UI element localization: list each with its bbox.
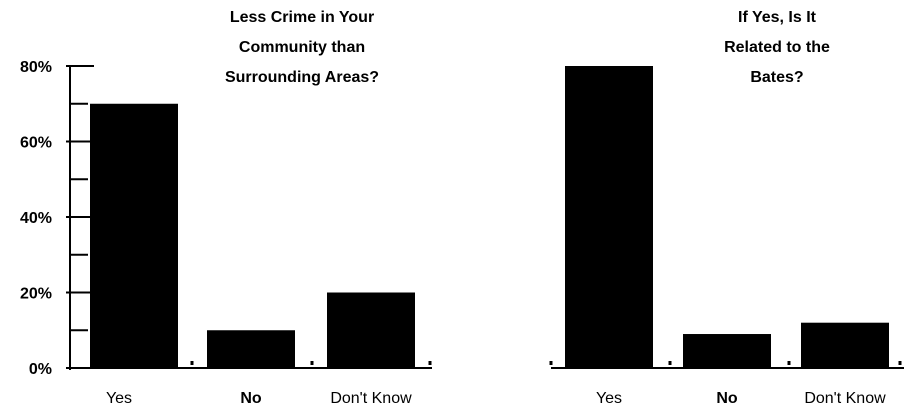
x-category-label: Yes <box>596 390 622 407</box>
y-tick-label: 20% <box>20 286 52 303</box>
x-tick-mark <box>669 361 672 365</box>
x-category-label: No <box>240 390 262 407</box>
x-tick-mark <box>788 361 791 365</box>
y-tick-label: 60% <box>20 135 52 152</box>
bar-yes <box>565 66 653 368</box>
x-tick-mark <box>429 361 432 365</box>
bar-don-t-know <box>327 293 415 369</box>
bar-yes <box>90 104 178 368</box>
chart-panel-bates: If Yes, Is It Related to the Bates? Yes No Do… <box>550 9 904 407</box>
x-tick-mark <box>191 361 194 365</box>
x-category-label: Don't Know <box>330 390 412 407</box>
bar-don-t-know <box>801 323 889 368</box>
y-tick-label: 40% <box>20 210 52 227</box>
chart-title-line: Bates? <box>750 69 803 86</box>
chart-title-line: Surrounding Areas? <box>225 69 379 86</box>
chart-title-line: Related to the <box>724 39 830 56</box>
y-tick-label: 0% <box>29 361 52 378</box>
bar-no <box>683 334 771 368</box>
x-category-label: Yes <box>106 390 132 407</box>
x-tick-mark <box>550 361 553 365</box>
bar-no <box>207 330 295 368</box>
chart-title-line: If Yes, Is It <box>738 9 817 26</box>
chart-title-line: Community than <box>239 39 365 56</box>
chart-panel-crime: Less Crime in Your Community than Surround… <box>20 9 432 407</box>
y-tick-label: 80% <box>20 59 52 76</box>
x-category-label: Don't Know <box>804 390 886 407</box>
x-tick-mark <box>899 361 902 365</box>
chart-title-line: Less Crime in Your <box>230 9 374 26</box>
x-category-label: No <box>716 390 738 407</box>
x-tick-mark <box>311 361 314 365</box>
